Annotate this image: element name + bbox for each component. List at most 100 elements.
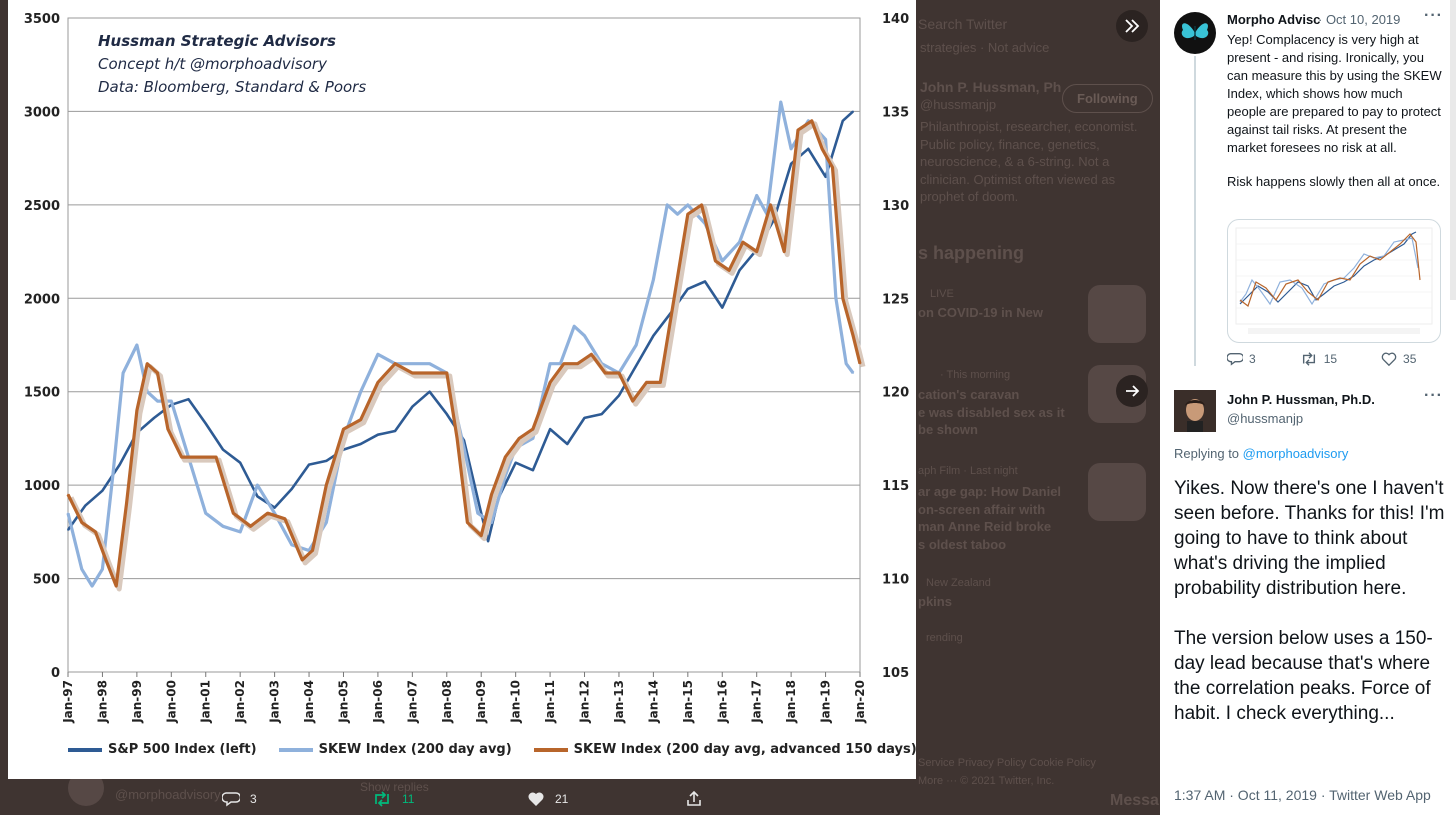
data-point [249,525,252,528]
data-point [821,148,823,150]
data-point [549,381,551,384]
data-point [301,559,303,561]
data-point [105,559,107,561]
data-point [359,418,362,421]
data-point [583,334,586,337]
data-point [359,443,362,445]
more-options-icon[interactable]: ··· [1424,387,1443,404]
tweet-date[interactable]: · Oct 10, 2019 [1318,12,1401,27]
data-point [714,260,717,262]
legend-label: SKEW Index (200 day avg, advanced 150 da… [573,742,917,757]
tweet-author-name[interactable]: Morpho Advisc [1227,12,1321,27]
data-point [118,463,121,466]
reply-count: 3 [1249,352,1256,366]
data-point [783,250,786,253]
data-point [156,372,159,374]
data-point [652,278,655,281]
data-point [476,512,479,514]
data-point [841,119,844,122]
data-point [222,525,224,528]
more-options-icon[interactable]: ··· [1424,7,1443,24]
data-point [445,372,448,374]
chart-annotation-title: Hussman Strategic Advisors [98,32,336,50]
replying-to-link[interactable]: @morphoadvisory [1242,446,1349,461]
data-point [411,372,414,374]
y-right-tick-label: 135 [882,105,909,120]
x-tick-label: Jan-03 [268,680,282,724]
x-tick-label: Jan-08 [440,680,454,724]
retweet-action[interactable]: 11 [372,790,414,808]
data-point [308,463,310,466]
scrollbar[interactable] [1450,0,1456,300]
x-tick-label: Jan-06 [371,680,385,724]
data-point [94,531,97,533]
data-point [631,400,634,402]
data-point [377,433,379,436]
avatar[interactable] [1174,390,1216,432]
data-point [563,362,565,365]
reply-action[interactable]: 3 [222,790,257,808]
data-point [222,448,224,451]
whats-happening-header: s happening [918,243,1025,263]
x-tick-label: Jan-14 [646,680,660,724]
y-left-tick-label: 2000 [24,292,60,307]
avatar[interactable] [1174,12,1216,54]
x-tick-label: Jan-17 [750,680,764,724]
data-point [80,521,83,524]
next-image-button[interactable] [1116,375,1148,407]
data-point [311,549,314,552]
tweet-author-name[interactable]: John P. Hussman, Ph.D. [1227,392,1375,407]
data-point [84,504,87,507]
data-point [256,484,259,486]
data-point [845,362,848,365]
data-point [852,110,854,113]
data-point [377,353,379,356]
data-point [504,456,507,458]
data-point [810,119,813,122]
like-action[interactable]: 21 [527,790,568,808]
trend-title[interactable]: pkins [918,594,952,609]
data-point [167,428,169,430]
share-icon [687,790,701,806]
share-action[interactable] [685,790,703,808]
data-point [755,194,758,197]
trend-title[interactable]: cation's caravan e was disabled sex as it… [918,387,1065,437]
y-right-tick-label: 130 [882,199,909,214]
reply-action[interactable]: 3 [1227,351,1278,367]
show-replies-link[interactable]: Show replies [360,780,429,794]
footer-more[interactable]: More ··· © 2021 Twitter, Inc. [918,775,1055,787]
profile-photo-icon [1174,390,1216,432]
trend-title[interactable]: ar age gap: How Daniel on-screen affair w… [918,484,1062,552]
search-input[interactable]: Search Twitter [918,16,1008,32]
data-point [824,138,827,141]
data-point [687,288,689,290]
footer-links[interactable]: Service Privacy Policy Cookie Policy [918,757,1096,769]
trend-thumbnail [1088,285,1146,343]
data-point [652,334,655,337]
data-point [136,409,138,412]
collapse-panel-button[interactable] [1116,10,1148,42]
data-point [600,413,603,415]
following-button[interactable]: Following [1062,84,1153,113]
trend-title[interactable]: on COVID-19 in New [918,305,1043,320]
data-point [204,512,207,514]
messages-bar[interactable]: Messa [1110,792,1159,809]
data-point [466,521,469,524]
x-tick-label: Jan-16 [715,680,729,724]
profile-name[interactable]: John P. Hussman, Ph [920,79,1062,95]
data-point [728,269,730,272]
tweet-media-thumbnail[interactable] [1227,219,1441,343]
x-tick-label: Jan-02 [233,680,247,724]
like-action[interactable]: 35 [1381,351,1438,367]
chart-annotation-source: Data: Bloomberg, Standard & Poors [98,78,367,96]
chart-annotation: Hussman Strategic Advisors Concept h/t @… [98,30,366,99]
data-point [325,521,328,524]
retweet-action[interactable]: 15 [1300,351,1359,367]
tweet-author-handle[interactable]: @hussmanjp [1227,411,1304,426]
series-line [66,110,854,543]
data-point [180,456,183,458]
data-point [463,446,465,449]
data-point [518,437,520,440]
data-point [721,260,724,262]
tweet-timestamp[interactable]: 1:37 AM · Oct 11, 2019 · Twitter Web App [1174,787,1431,803]
